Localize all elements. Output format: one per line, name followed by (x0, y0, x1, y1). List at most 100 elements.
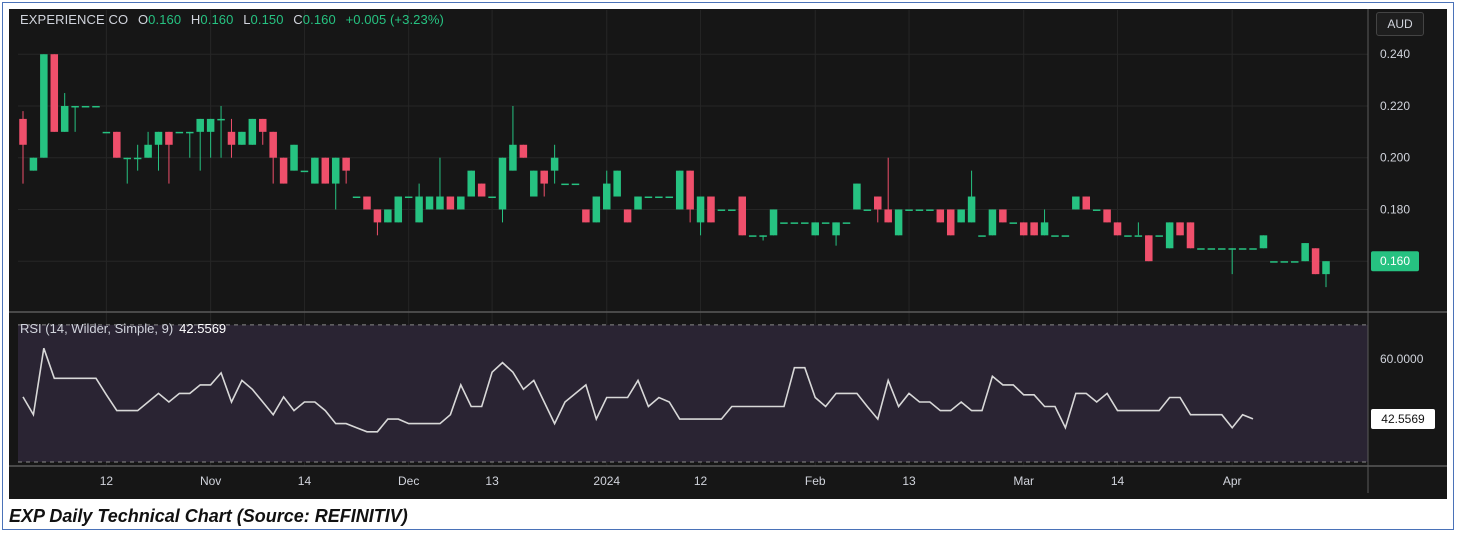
candle-body (665, 196, 674, 199)
candle-body (373, 209, 382, 223)
candle-body (394, 196, 403, 223)
candle-body (540, 170, 548, 184)
candle-body (1311, 248, 1320, 275)
candle-body (675, 170, 684, 210)
candle-body (290, 144, 298, 171)
candle-body (206, 118, 215, 132)
candle-body (50, 54, 59, 132)
candle-body (1228, 248, 1236, 250)
candle-body (258, 118, 267, 132)
candle-body (1030, 222, 1038, 236)
candle-body (1051, 235, 1059, 237)
candle-body (780, 222, 788, 224)
candle-body (342, 157, 350, 171)
time-x-tick-label: Apr (1223, 474, 1242, 488)
candle-body (1301, 243, 1309, 262)
figure-caption: EXP Daily Technical Chart (Source: REFIN… (9, 506, 408, 526)
last-price-tag (1371, 251, 1419, 272)
candle-body (102, 131, 111, 134)
candle-body (300, 170, 309, 173)
time-x-tick-label: Mar (1013, 474, 1034, 488)
rsi-y-tick-label: 60.0000 (1380, 352, 1424, 366)
candle-body (894, 209, 903, 236)
time-x-tick-label: 12 (100, 474, 114, 488)
rsi-value: 42.5569 (179, 321, 227, 336)
candle-body (248, 118, 257, 145)
candle-body (279, 157, 288, 184)
candle-body (988, 209, 997, 236)
last-rsi-label: 42.5569 (1381, 412, 1425, 426)
candle-body (165, 131, 173, 145)
candle-body (467, 170, 475, 197)
rsi-band-layer (18, 324, 1368, 463)
high-label: H (190, 12, 201, 27)
last-price-label: 0.160 (1380, 254, 1410, 268)
candle-body (1019, 222, 1028, 236)
close-label: C (293, 12, 303, 27)
candle-body (821, 222, 830, 224)
candle-body (269, 131, 277, 158)
candle-body (457, 196, 465, 210)
candle-body (384, 209, 392, 223)
low-value: 0.150 (250, 12, 284, 27)
rsi-line (22, 347, 1254, 433)
candle-body (655, 196, 663, 199)
candle-layer (19, 54, 1330, 288)
candle-body (1218, 248, 1226, 250)
rsi-band (18, 324, 1368, 462)
ohlc-legend: EXPERIENCE CO O0.160 H0.160 L0.150 C0.16… (20, 12, 444, 27)
candle-body (926, 209, 934, 211)
candle-body (759, 235, 767, 237)
candle-body (436, 196, 444, 210)
candle-body (415, 196, 423, 223)
candle-body (81, 105, 90, 108)
candle-body (592, 196, 601, 223)
candle-body (842, 222, 851, 224)
candle-body (1009, 222, 1018, 224)
candle-body (1249, 248, 1257, 250)
time-x-tick-label: 2024 (593, 474, 620, 488)
candle-body (946, 209, 955, 236)
rsi-layer (22, 347, 1254, 433)
time-x-tick-label: 13 (485, 474, 499, 488)
candle-body (519, 144, 528, 158)
rsi-label: RSI (14, Wilder, Simple, 9) (20, 321, 174, 336)
candle-body (1155, 235, 1163, 237)
candle-body (186, 131, 194, 134)
candle-body (363, 196, 371, 210)
candle-body (957, 209, 965, 223)
candle-body (92, 105, 100, 108)
axis-layer: 0.240 0.220 0.200 0.180 0.160 12 Nov 14 Dec 13 202… (9, 9, 1447, 493)
candle-body (425, 196, 434, 210)
grid-layer (18, 10, 1368, 466)
candle-body (123, 157, 131, 160)
candle-body (769, 209, 778, 236)
currency-button[interactable]: AUD (1376, 12, 1424, 36)
candle-body (1082, 196, 1091, 210)
candle-body (936, 209, 945, 223)
candle-body (571, 183, 580, 186)
candle-body (477, 183, 486, 197)
close-value: 0.160 (302, 12, 336, 27)
candle-body (1259, 235, 1268, 249)
candle-body (623, 209, 632, 223)
candle-body (498, 157, 507, 210)
time-x-tick-label: Dec (398, 474, 419, 488)
candle-body (227, 131, 236, 145)
candle-body (1134, 235, 1143, 237)
candle-body (884, 209, 892, 223)
candle-body (1176, 222, 1184, 236)
candle-body (1061, 235, 1070, 237)
candle-body (154, 131, 163, 145)
candle-body (728, 209, 736, 211)
candle-body (133, 157, 142, 160)
last-rsi-tag (1371, 408, 1435, 429)
candle-body (1145, 235, 1153, 262)
candle-body (1270, 261, 1278, 263)
high-value: 0.160 (200, 12, 234, 27)
candle-body (311, 157, 319, 184)
candle-body (832, 222, 840, 236)
candle-body (40, 54, 48, 158)
time-x-tick-label: Feb (805, 474, 826, 488)
candle-body (352, 196, 361, 199)
